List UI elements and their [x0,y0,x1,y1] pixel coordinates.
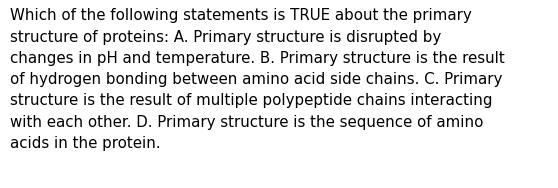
Text: Which of the following statements is TRUE about the primary
structure of protein: Which of the following statements is TRU… [10,8,505,151]
